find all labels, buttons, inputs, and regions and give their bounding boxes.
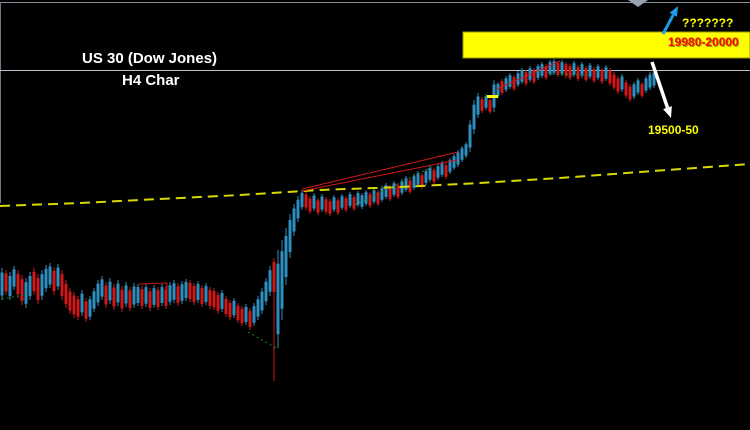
target-label[interactable]: 19500-50: [648, 123, 699, 137]
yellow-dash-mark[interactable]: [487, 95, 498, 98]
green-dotted-2: [247, 331, 279, 350]
question-annotation[interactable]: ???????: [682, 16, 734, 30]
red-mini-level: [138, 282, 168, 289]
yellow-dashed-trendline: [0, 163, 750, 207]
up-arrow[interactable]: [661, 6, 678, 35]
red-wedge-lower: [301, 159, 458, 192]
red-wedge-upper: [301, 151, 459, 190]
resistance-zone-rect[interactable]: [462, 31, 750, 59]
down-arrow[interactable]: [650, 61, 672, 118]
green-dotted-4: [550, 73, 590, 76]
chart-shift-marker-icon[interactable]: [628, 0, 648, 7]
green-dotted-3: [354, 166, 433, 206]
candles-layer: [0, 59, 656, 381]
red-peak-trendline: [496, 60, 561, 90]
chart-timeframe: H4 Char: [122, 72, 180, 89]
resistance-zone-label[interactable]: 19980-20000: [668, 35, 739, 49]
overlay-lines-layer: [0, 60, 750, 350]
chart-title: US 30 (Dow Jones): [82, 50, 218, 67]
